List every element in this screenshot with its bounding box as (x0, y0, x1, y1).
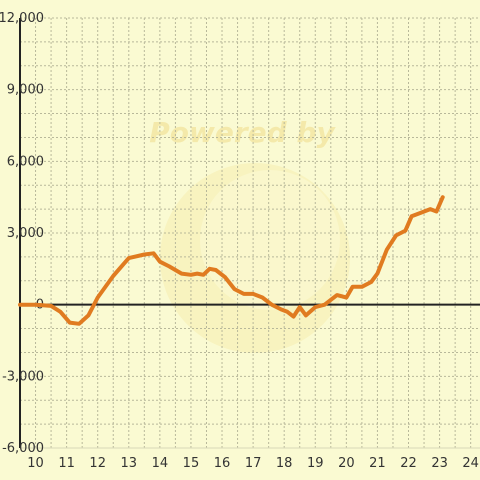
y-tick-label: 9,000 (7, 83, 44, 98)
x-tick-label: 22 (400, 456, 417, 471)
x-tick-label: 16 (214, 456, 231, 471)
y-tick-label: -3,000 (2, 369, 44, 384)
x-tick-label: 19 (307, 456, 324, 471)
y-tick-label: 6,000 (7, 154, 44, 169)
x-tick-label: 12 (89, 456, 106, 471)
y-tick-label: 12,000 (0, 11, 44, 26)
x-tick-label: 11 (58, 456, 75, 471)
x-tick-label: 17 (245, 456, 262, 471)
x-tick-label: 24 (462, 456, 479, 471)
x-tick-label: 20 (338, 456, 355, 471)
watermark-circle-inner (200, 170, 340, 310)
x-tick-label: 14 (152, 456, 169, 471)
y-tick-label: 3,000 (7, 226, 44, 241)
x-tick-label: 23 (431, 456, 448, 471)
x-tick-label: 13 (121, 456, 138, 471)
x-tick-label: 10 (27, 456, 44, 471)
watermark-text: Powered by (149, 116, 336, 149)
x-tick-label: 21 (369, 456, 386, 471)
x-tick-labels: 10 11 12 13 14 15 16 17 18 19 20 21 22 23 24 (27, 456, 479, 471)
y-tick-label: -6,000 (2, 441, 44, 456)
series (18, 195, 445, 326)
series-line (18, 195, 445, 326)
x-tick-label: 15 (183, 456, 200, 471)
axes (19, 18, 480, 449)
x-tick-label: 18 (276, 456, 293, 471)
